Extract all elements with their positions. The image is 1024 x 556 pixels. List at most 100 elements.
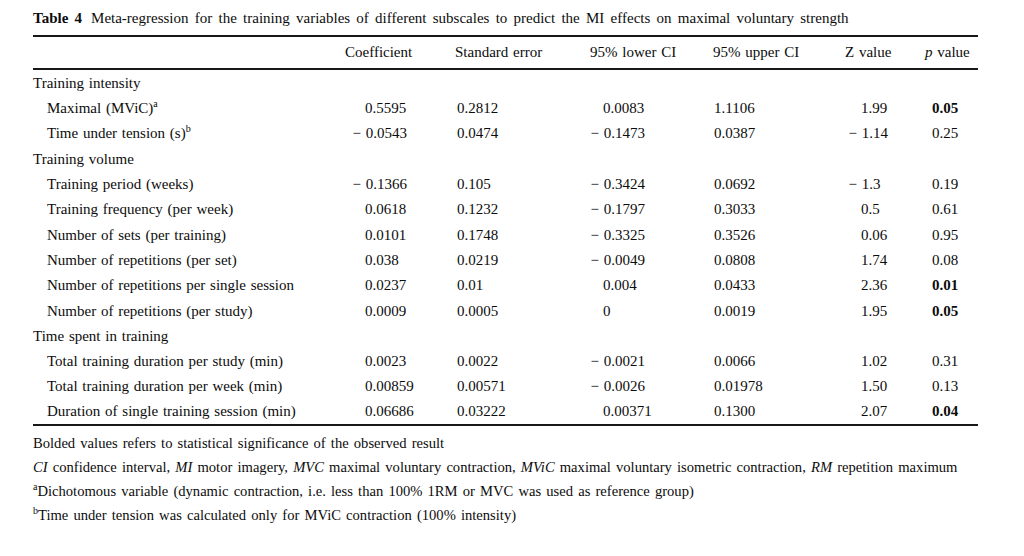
cell-lci: − 0.3325 — [590, 222, 713, 247]
column-header-row: CoefficientStandard error 95% lower CI 95%… — [33, 36, 978, 69]
data-row: Duration of single training session (min… — [33, 400, 978, 425]
row-label: Training intensity — [33, 69, 978, 96]
data-row: Training frequency (per week) 0.06180.123… — [33, 197, 978, 222]
row-label-text: Training period (weeks) — [47, 176, 193, 192]
cell-uci: 0.0019 — [713, 298, 845, 323]
row-label-text: Time spent in training — [33, 328, 168, 344]
row-label-text: Training intensity — [33, 75, 141, 91]
table-caption: Table 4 Meta-regression for the training … — [33, 8, 1002, 28]
row-label-text: Maximal (MViC) — [47, 100, 153, 116]
section-row: Training volume — [33, 147, 978, 172]
cell-p: 0.13 — [925, 374, 978, 399]
row-label-text: Time under tension (s) — [47, 125, 186, 141]
cell-se: 0.2812 — [455, 96, 590, 121]
cell-coef: 0.038 — [345, 248, 455, 273]
table-number: Table 4 — [33, 10, 82, 26]
row-label-text: Number of repetitions (per set) — [47, 252, 237, 268]
text-segment: Z value — [845, 44, 891, 60]
data-row: Total training duration per study (min) 0… — [33, 349, 978, 374]
cell-uci: 1.1106 — [713, 96, 845, 121]
row-label-text: Number of repetitions (per study) — [47, 303, 253, 319]
text-segment: motor imagery, — [192, 459, 293, 475]
footnote-b: bTime under tension was calculated only … — [33, 506, 999, 526]
cell-se: 0.00571 — [455, 374, 590, 399]
text-segment: Standard error — [455, 44, 542, 60]
cell-uci: 0.0066 — [713, 349, 845, 374]
cell-p: 0.61 — [925, 197, 978, 222]
row-label-text: Training frequency (per week) — [47, 201, 233, 217]
column-header-z: Z value — [845, 36, 925, 69]
row-label-text: Duration of single training session (min… — [47, 403, 296, 419]
text-segment: Dichotomous variable (dynamic contractio… — [37, 483, 693, 499]
cell-uci: 0.3033 — [713, 197, 845, 222]
data-row: Number of repetitions (per study)0.00090… — [33, 298, 978, 323]
cell-se: 0.105 — [455, 172, 590, 197]
cell-z: 1.50 — [845, 374, 925, 399]
text-segment: MVC — [293, 459, 324, 475]
cell-lci: − 0.0049 — [590, 248, 713, 273]
cell-uci: 0.01978 — [713, 374, 845, 399]
cell-se: 0.03222 — [455, 400, 590, 425]
cell-z: 2.07 — [845, 400, 925, 425]
data-row: Total training duration per week (min)0.… — [33, 374, 978, 399]
row-label: Number of repetitions (per study) — [33, 298, 345, 323]
column-header-uci: 95% upper CI — [713, 36, 845, 69]
text-segment: repetition maximum — [832, 459, 957, 475]
row-label-text: Total training duration per study (min) — [47, 353, 283, 369]
cell-se: 0.1232 — [455, 197, 590, 222]
column-header-coef: Coefficient — [345, 36, 455, 69]
footnote-marker: a — [153, 98, 157, 109]
cell-p: 0.05 — [925, 96, 978, 121]
footnote-bold-values: Bolded values refers to statistical sign… — [33, 434, 999, 454]
text-segment: 95% upper CI — [713, 44, 799, 60]
cell-lci: − 0.1797 — [590, 197, 713, 222]
cell-uci: 0.0387 — [713, 121, 845, 146]
row-label: Duration of single training session (min… — [33, 400, 345, 425]
cell-p: 0.05 — [925, 298, 978, 323]
row-label: Time spent in training — [33, 324, 978, 349]
cell-se: 0.0474 — [455, 121, 590, 146]
cell-coef: 0.0009 — [345, 298, 455, 323]
cell-coef: 0.0101 — [345, 222, 455, 247]
cell-coef: − 0.0543 — [345, 121, 455, 146]
row-label: Training frequency (per week) — [33, 197, 345, 222]
section-row: Training intensity — [33, 69, 978, 96]
row-label: Maximal (MViC)a — [33, 96, 345, 121]
cell-z: 1.95 — [845, 298, 925, 323]
cell-lci: 0.00371 — [590, 400, 713, 425]
cell-lci: − 0.1473 — [590, 121, 713, 146]
column-header-lci: 95% lower CI — [590, 36, 713, 69]
footnote-abbreviations: CI confidence interval, MI motor imagery… — [33, 458, 999, 478]
row-label-text: Training volume — [33, 151, 134, 167]
text-segment: value — [933, 44, 970, 60]
cell-p: 0.25 — [925, 121, 978, 146]
data-row: Maximal (MViC)a0.55950.28120.00831.11061… — [33, 96, 978, 121]
cell-lci: 0.0083 — [590, 96, 713, 121]
cell-p: 0.08 — [925, 248, 978, 273]
text-segment: MViC — [521, 459, 555, 475]
cell-uci: 0.3526 — [713, 222, 845, 247]
cell-lci: − 0.3424 — [590, 172, 713, 197]
cell-z: 1.02 — [845, 349, 925, 374]
column-header-p: p value — [925, 36, 978, 69]
row-label-text: Number of repetitions per single session — [47, 277, 294, 293]
cell-p: 0.04 — [925, 400, 978, 425]
text-segment: maximal voluntary isometric contraction, — [555, 459, 811, 475]
footnote-a: aDichotomous variable (dynamic contracti… — [33, 482, 999, 502]
cell-p: 0.31 — [925, 349, 978, 374]
cell-coef: 0.0618 — [345, 197, 455, 222]
text-segment: CI — [33, 459, 48, 475]
cell-uci: 0.0808 — [713, 248, 845, 273]
cell-coef: 0.06686 — [345, 400, 455, 425]
text-segment: 95% lower CI — [590, 44, 676, 60]
table-caption-text: Meta-regression for the training variabl… — [91, 10, 849, 26]
data-row: Training period (weeks)− 0.13660.105− 0.… — [33, 172, 978, 197]
cell-se: 0.0005 — [455, 298, 590, 323]
text-segment: confidence interval, — [48, 459, 176, 475]
footnote-marker: b — [186, 123, 191, 134]
cell-coef: 0.00859 — [345, 374, 455, 399]
cell-z: 0.5 — [845, 197, 925, 222]
row-label: Training volume — [33, 147, 978, 172]
table-footnotes: Bolded values refers to statistical sign… — [33, 434, 999, 526]
cell-se: 0.01 — [455, 273, 590, 298]
